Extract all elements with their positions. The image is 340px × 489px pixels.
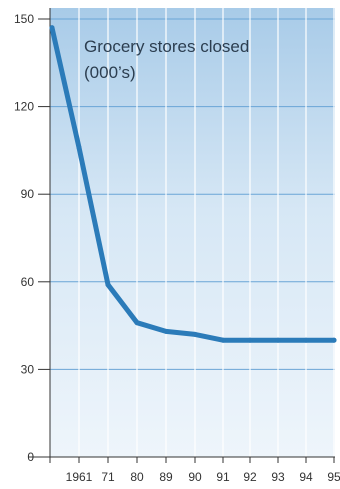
data-point-1989 <box>163 328 169 334</box>
data-point-1971 <box>105 282 111 288</box>
data-point-1961 <box>76 145 82 150</box>
x-tick-label-89: 89 <box>159 470 173 484</box>
data-point-1992 <box>247 337 253 343</box>
x-tick-label-92: 92 <box>243 470 257 484</box>
x-tick-label-93: 93 <box>271 470 285 484</box>
data-point-1995 <box>331 337 337 343</box>
x-tick-label-90: 90 <box>188 470 202 484</box>
x-tick-label-91: 91 <box>216 470 230 484</box>
y-tick-label-90: 90 <box>21 187 35 201</box>
x-tick-label-95: 95 <box>327 470 340 484</box>
data-point-1980 <box>134 320 140 326</box>
data-point-1994 <box>303 337 309 343</box>
data-point-1993 <box>275 337 281 343</box>
data-point-1990 <box>192 331 198 337</box>
x-tick-label-80: 80 <box>130 470 144 484</box>
x-tick-label-1961: 1961 <box>66 470 93 484</box>
chart-title-line-2: (000’s) <box>84 63 136 82</box>
y-tick-label-30: 30 <box>21 362 35 376</box>
y-tick-label-0: 0 <box>27 450 34 464</box>
y-tick-label-60: 60 <box>21 275 35 289</box>
chart-title-line-1: Grocery stores closed <box>84 37 249 56</box>
data-point-1955 <box>49 25 55 31</box>
data-point-1991 <box>220 337 226 343</box>
x-tick-label-94: 94 <box>299 470 313 484</box>
x-tick-label-71: 71 <box>101 470 115 484</box>
y-tick-label-120: 120 <box>14 100 34 114</box>
y-tick-label-150: 150 <box>14 12 34 26</box>
